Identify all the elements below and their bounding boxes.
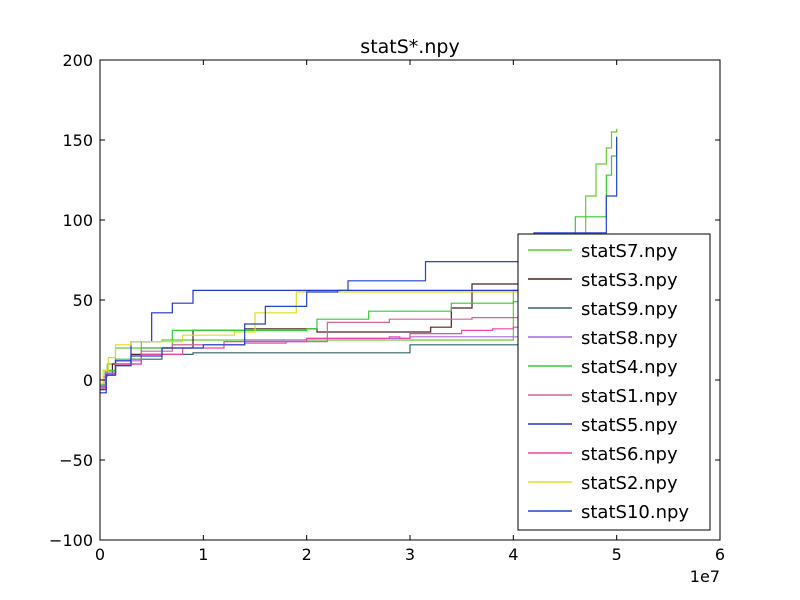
axis-layer: 0 1 2 3 4 5 6 −100 −50 0 50 100 150 200	[49, 51, 725, 564]
legend-entry-label: statS1.npy	[581, 386, 678, 407]
y-tick-label: −100	[49, 531, 93, 550]
x-tick-label: 3	[405, 545, 415, 564]
legend-box	[517, 233, 711, 531]
y-tick-label: 200	[62, 51, 93, 70]
x-offset-label: 1e7	[690, 567, 720, 586]
series-line-10	[100, 136, 618, 391]
legend: statS7.npy statS3.npy statS9.npy statS8.npy…	[517, 233, 711, 531]
series-layer	[100, 128, 618, 394]
series-line-8	[100, 321, 617, 389]
legend-entry-label: statS7.npy	[581, 241, 678, 262]
legend-entry-label: statS2.npy	[581, 473, 678, 494]
legend-entry-label: statS3.npy	[581, 270, 678, 291]
y-tick-label: −50	[59, 451, 93, 470]
x-tick-label: 5	[612, 545, 622, 564]
legend-entry-label: statS10.npy	[581, 502, 689, 523]
x-tick-label: 4	[508, 545, 518, 564]
legend-entry-label: statS8.npy	[581, 328, 678, 349]
legend-entry-label: statS5.npy	[581, 415, 678, 436]
y-tick-label: 0	[83, 371, 93, 390]
x-tick-label: 1	[198, 545, 208, 564]
chart-title: statS*.npy	[360, 36, 459, 58]
legend-entry-label: statS6.npy	[581, 444, 678, 465]
x-tick-label: 2	[302, 545, 312, 564]
y-tick-label: 100	[62, 211, 93, 230]
legend-entry-label: statS4.npy	[581, 357, 678, 378]
x-tick-label: 6	[715, 545, 725, 564]
y-tick-label: 150	[62, 131, 93, 150]
x-tick-label: 0	[95, 545, 105, 564]
legend-entry-label: statS9.npy	[581, 299, 678, 320]
y-tick-label: 50	[73, 291, 93, 310]
